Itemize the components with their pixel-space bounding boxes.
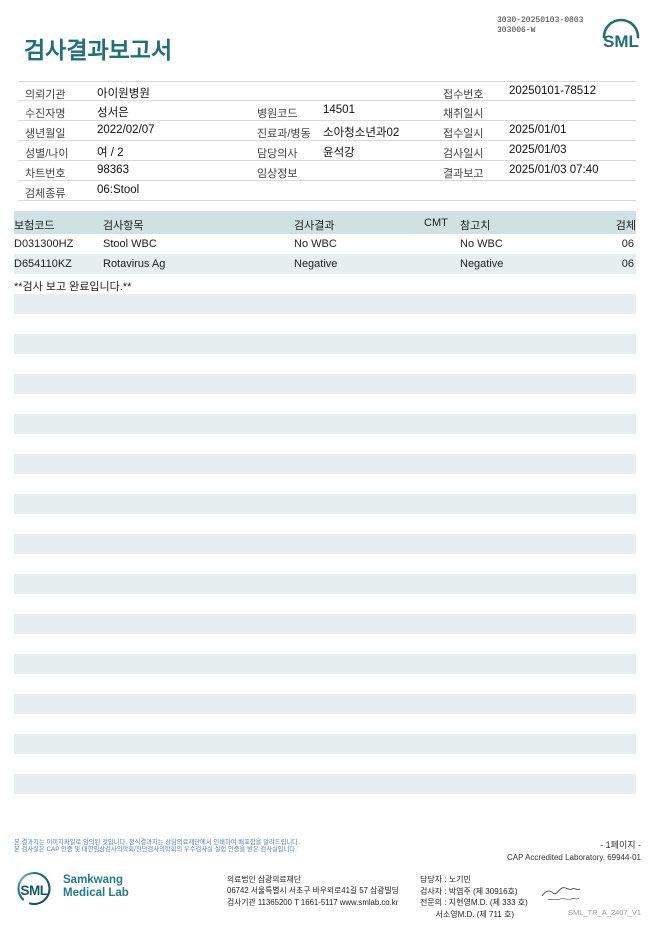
- svg-text:SML: SML: [21, 883, 48, 898]
- svg-text:SML: SML: [603, 32, 639, 51]
